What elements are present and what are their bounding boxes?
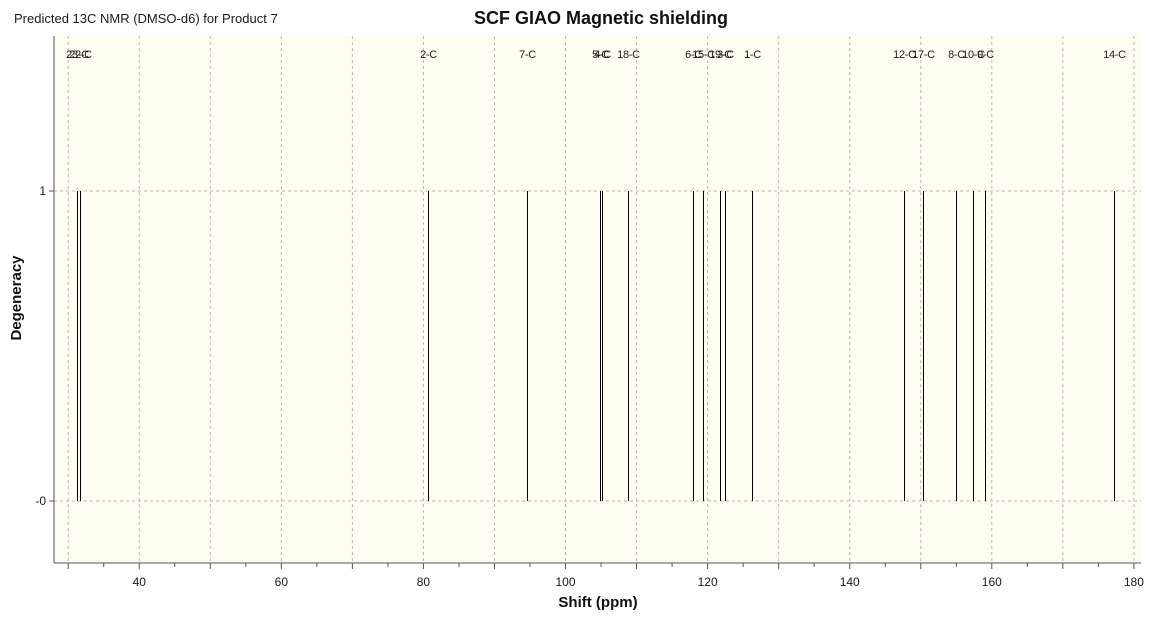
peak-label-18-C: 18-C [617,49,640,61]
peak-label-23-C: 23-C [66,49,89,61]
x-tick-label: 80 [417,575,431,589]
axes: 40 60 80 100 120 140 160 180 1 -0 [35,36,1144,589]
peak-label-10-C: 10-C [962,49,985,61]
peak-label-22-C: 22-C [69,49,92,61]
chart-title: SCF GIAO Magnetic shielding [474,8,728,28]
x-tick-label: 120 [698,575,718,589]
x-tick-label: 140 [840,575,860,589]
x-tick-label: 160 [982,575,1002,589]
peak-label-1-C: 1-C [744,49,761,61]
peak-label-5-C: 5-C [592,49,609,61]
x-tick-label: 40 [133,575,147,589]
y-tick-label: 1 [39,184,46,198]
x-axis-title: Shift (ppm) [558,594,637,611]
x-tick-label: 60 [275,575,289,589]
peak-label-12-C: 12-C [893,49,916,61]
peak-label-15-C: 15-C [692,49,715,61]
window-title: Predicted 13C NMR (DMSO-d6) for Product … [14,11,278,26]
y-axis-title: Degeneracy [8,255,25,341]
peak-label-4-C: 4-C [594,49,611,61]
peak-labels: 23-C22-C 2-C 7-C 5-C4-C 18-C 6-C15-C19-C3-C 1-… [66,49,1126,61]
grid-lines [54,36,1141,563]
peak-label-7-C: 7-C [519,49,536,61]
plot-area [54,36,1141,563]
peak-label-19-C: 19-C [709,49,732,61]
peak-label-2-C: 2-C [420,49,437,61]
x-tick-label: 180 [1124,575,1144,589]
peak-label-8-C: 8-C [948,49,965,61]
y-tick-label: -0 [35,494,46,508]
peak-label-6-C: 6-C [685,49,702,61]
peak-label-14-C: 14-C [1103,49,1126,61]
peak-label-9-C: 9-C [977,49,994,61]
peak-label-3-C: 3-C [717,49,734,61]
peak-label-17-C: 17-C [912,49,935,61]
peak-lines [77,191,1115,501]
x-tick-label: 100 [556,575,576,589]
